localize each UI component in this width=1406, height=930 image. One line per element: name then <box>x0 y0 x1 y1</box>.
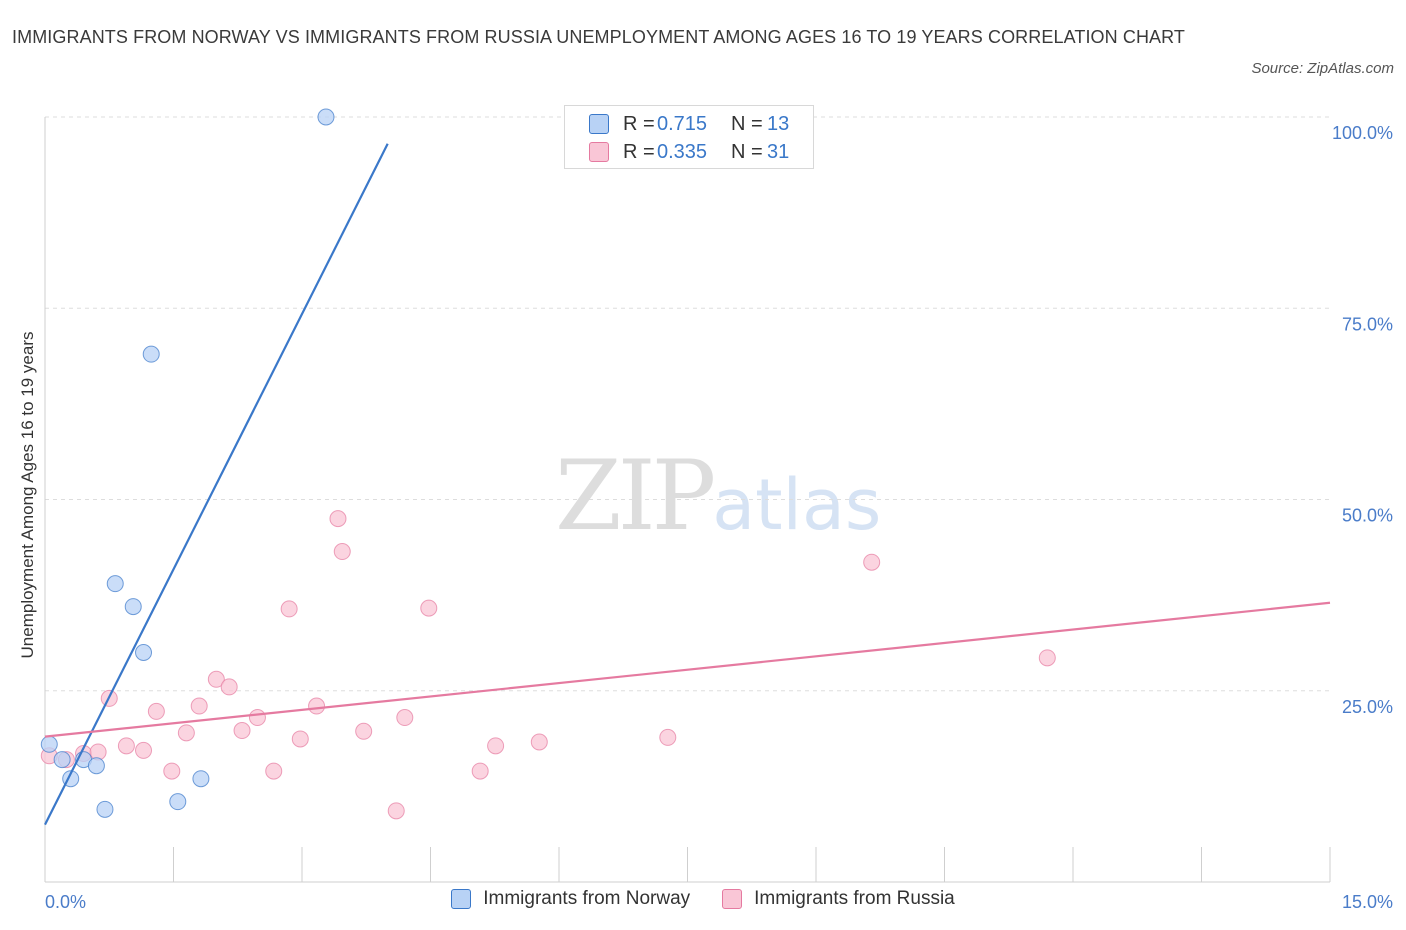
y-tick-label: 100.0% <box>1332 123 1393 143</box>
legend-label-russia: Immigrants from Russia <box>754 888 955 909</box>
russia-point <box>1038 649 1056 667</box>
source-label: Source: ZipAtlas.com <box>1251 60 1394 77</box>
norway-point <box>169 793 187 811</box>
russia-point <box>333 543 351 561</box>
russia-point <box>265 762 283 780</box>
norway-point <box>317 108 335 126</box>
russia-point <box>396 709 414 727</box>
russia-point <box>248 709 266 727</box>
legend-swatch-norway <box>451 889 472 909</box>
watermark: ZIPatlas <box>555 440 881 552</box>
russia-point <box>530 733 548 751</box>
norway-point <box>40 735 58 753</box>
legend-row-russia: R = 0.335 N = 31 <box>589 140 789 164</box>
y-axis-label: Unemployment Among Ages 16 to 19 years <box>18 331 37 659</box>
russia-point <box>135 741 153 759</box>
russia-point <box>863 553 881 571</box>
legend-r-label: R = <box>623 140 655 163</box>
russia-trend-line <box>44 601 1331 738</box>
y-tick-label: 25.0% <box>1342 697 1393 717</box>
legend-n-label: N = <box>731 112 763 135</box>
russia-point <box>659 728 677 746</box>
watermark-atlas: atlas <box>712 464 882 546</box>
russia-point <box>280 600 298 618</box>
russia-point <box>471 762 489 780</box>
russia-point <box>117 737 135 755</box>
norway-point <box>142 345 160 363</box>
legend-swatch-russia <box>722 889 743 909</box>
norway-trend-line <box>44 143 389 826</box>
x-tick-label: 0.0% <box>45 892 86 912</box>
legend-n-label: N = <box>731 140 763 163</box>
norway-point <box>106 575 124 593</box>
russia-point <box>190 697 208 715</box>
legend-n-value: 31 <box>767 140 790 163</box>
legend-label-norway: Immigrants from Norway <box>483 888 691 909</box>
legend-item-russia[interactable]: Immigrants from Russia <box>722 888 955 910</box>
y-tick-label: 50.0% <box>1342 506 1393 526</box>
legend-item-norway[interactable]: Immigrants from Norway <box>451 888 690 910</box>
legend-swatch-russia <box>589 142 609 162</box>
russia-point <box>487 737 505 755</box>
russia-point <box>147 702 165 720</box>
russia-point <box>233 722 251 740</box>
correlation-legend: R = 0.715 N = 13 R = 0.335 N = 31 <box>564 105 814 169</box>
norway-point <box>53 751 71 769</box>
chart-title: IMMIGRANTS FROM NORWAY VS IMMIGRANTS FRO… <box>12 27 1186 47</box>
russia-point <box>355 722 373 740</box>
russia-point <box>308 697 326 715</box>
legend-row-norway: R = 0.715 N = 13 <box>589 112 789 136</box>
norway-point <box>192 770 210 788</box>
norway-point <box>96 800 114 818</box>
legend-r-label: R = <box>623 112 655 135</box>
russia-point <box>220 678 238 696</box>
russia-point <box>329 510 347 528</box>
russia-point <box>207 670 225 688</box>
legend-swatch-norway <box>589 114 609 134</box>
series-legend: Immigrants from Norway Immigrants from R… <box>0 888 1406 910</box>
norway-point <box>135 644 153 661</box>
russia-point <box>387 802 405 820</box>
russia-point <box>177 724 195 742</box>
legend-r-value: 0.335 <box>657 140 708 163</box>
legend-n-value: 13 <box>767 112 790 135</box>
russia-point <box>163 762 181 780</box>
russia-point <box>420 599 438 617</box>
russia-point <box>291 730 309 748</box>
norway-point <box>124 598 142 616</box>
y-tick-label: 75.0% <box>1342 314 1393 334</box>
watermark-zip: ZIP <box>555 440 716 552</box>
legend-r-value: 0.715 <box>657 112 708 135</box>
norway-point <box>87 757 105 775</box>
x-tick-label: 15.0% <box>1342 892 1393 912</box>
